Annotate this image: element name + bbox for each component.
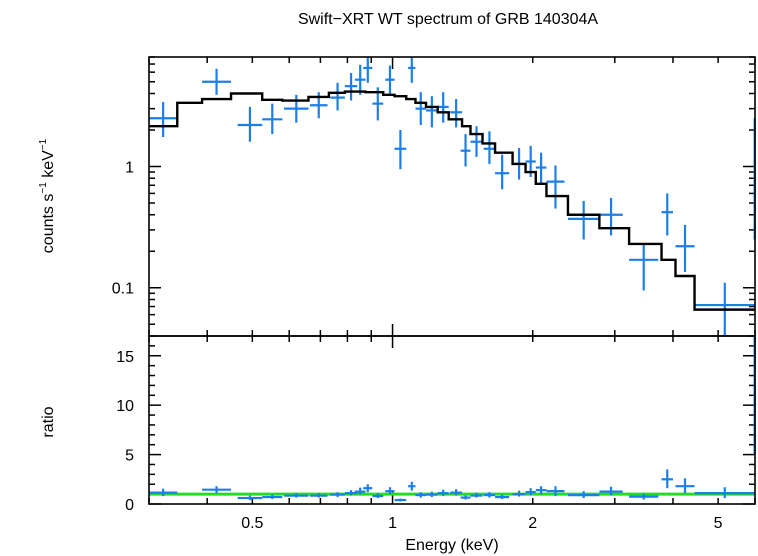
top-panel-series xyxy=(149,57,756,336)
ratio-panel-frame xyxy=(148,335,756,505)
ratio-panel-ticks: 0 5 10 15 xyxy=(116,336,756,514)
ratio-panel-series xyxy=(149,336,756,502)
svg-text:counts s−1 keV−1: counts s−1 keV−1 xyxy=(38,138,57,253)
top-y-label-mid: keV xyxy=(40,150,57,182)
ratio-y-tick-label: 10 xyxy=(116,398,134,415)
x-axis-label: Energy (keV) xyxy=(405,537,498,554)
top-y-label-sup1: −1 xyxy=(38,182,49,194)
x-tick-label: 2 xyxy=(528,515,537,532)
top-y-label-sup2: −1 xyxy=(38,138,49,150)
x-tick-label: 1 xyxy=(388,515,397,532)
top-y-label-main: counts s xyxy=(40,194,57,254)
x-tick-labels: 0.5 1 2 5 xyxy=(241,515,722,532)
top-panel-frame xyxy=(148,56,756,337)
top-panel-ticks: 0.11 xyxy=(112,56,756,337)
x-tick-label: 0.5 xyxy=(241,515,263,532)
chart-title: Swift−XRT WT spectrum of GRB 140304A xyxy=(298,11,598,28)
x-tick-label: 5 xyxy=(714,515,723,532)
ratio-y-axis-label: ratio xyxy=(40,406,57,437)
ratio-y-tick-label: 15 xyxy=(116,349,134,366)
model-step-line xyxy=(149,90,755,311)
top-y-axis-label: counts s−1 keV−1 xyxy=(38,138,57,253)
spectrum-panel: 0.11 counts s−1 keV−1 xyxy=(38,56,756,337)
ratio-y-tick-label: 0 xyxy=(125,497,134,514)
top-y-tick-label: 0.1 xyxy=(112,281,134,298)
ratio-y-tick-label: 5 xyxy=(125,448,134,465)
ratio-panel: 0 5 10 15 ratio xyxy=(40,335,756,514)
top-y-tick-label: 1 xyxy=(125,159,134,176)
